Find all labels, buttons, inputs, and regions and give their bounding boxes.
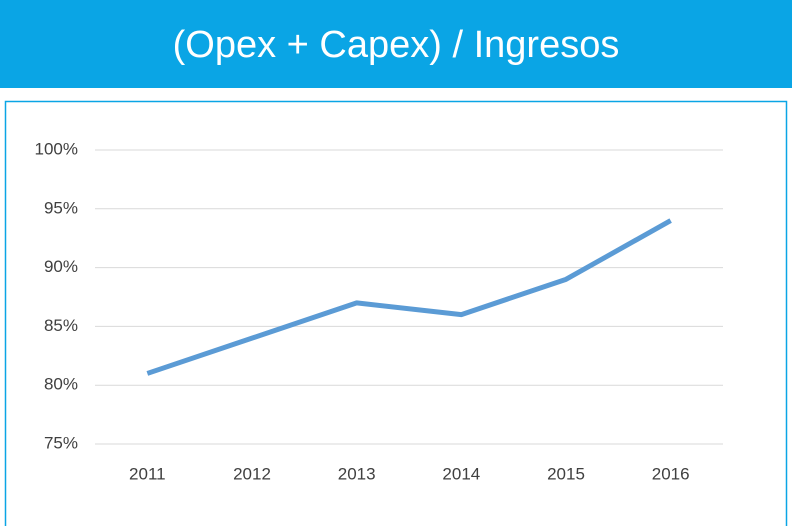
chart-title: (Opex + Capex) / Ingresos [173, 24, 620, 66]
y-tick-label: 100% [35, 139, 78, 158]
x-tick-label: 2013 [338, 464, 376, 483]
x-tick-label: 2014 [442, 464, 480, 483]
y-tick-label: 85% [44, 316, 78, 335]
x-tick-label: 2012 [233, 464, 271, 483]
y-tick-label: 80% [44, 375, 78, 394]
y-tick-label: 95% [44, 198, 78, 217]
x-tick-label: 2015 [547, 464, 585, 483]
y-tick-label: 75% [44, 433, 78, 452]
chart-frame [4, 100, 788, 526]
title-banner [0, 0, 792, 88]
x-tick-label: 2011 [129, 464, 166, 483]
data-line [146, 218, 672, 376]
x-tick-label: 2016 [652, 464, 690, 483]
y-tick-label: 90% [44, 257, 78, 276]
